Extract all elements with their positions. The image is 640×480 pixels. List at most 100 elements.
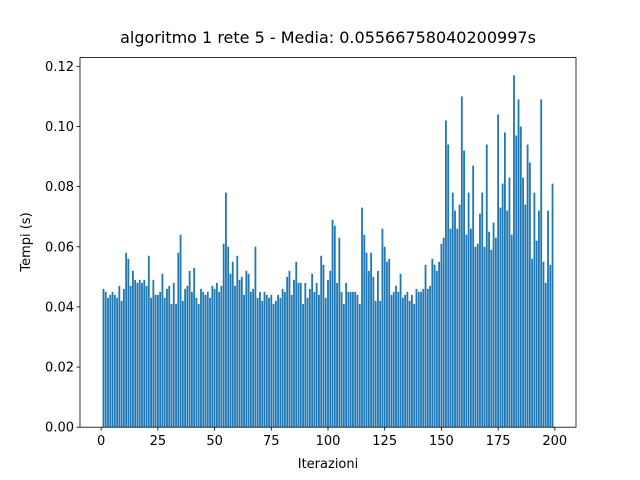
bar — [426, 288, 429, 428]
bar — [358, 303, 361, 428]
bar — [519, 126, 522, 428]
bar — [220, 285, 223, 428]
bar — [386, 261, 388, 428]
bar — [336, 282, 338, 428]
x-tick-label: 175 — [486, 434, 511, 449]
bar — [472, 165, 475, 428]
bar — [345, 282, 348, 428]
bar — [435, 270, 438, 428]
bar — [161, 273, 164, 428]
bar — [145, 285, 148, 428]
bar — [365, 252, 368, 428]
bar — [311, 273, 314, 428]
bar — [408, 300, 411, 428]
bar — [320, 255, 323, 428]
bar — [225, 192, 227, 428]
bar — [211, 285, 214, 428]
bar — [132, 270, 134, 428]
bar — [313, 291, 316, 428]
bar — [397, 291, 400, 428]
bar — [388, 258, 391, 428]
bar — [340, 291, 343, 428]
bar — [286, 276, 289, 428]
bar — [513, 75, 515, 428]
bar — [431, 258, 434, 428]
bar — [293, 279, 295, 428]
bar — [451, 192, 454, 428]
bar — [168, 285, 171, 428]
bar — [261, 300, 264, 428]
bar — [177, 252, 180, 428]
x-axis-label: Iterazioni — [298, 457, 358, 472]
bar — [327, 279, 329, 428]
x-tick-label: 0 — [97, 434, 105, 449]
bar — [535, 240, 538, 428]
bar — [231, 261, 234, 428]
bar — [424, 264, 427, 428]
bar — [213, 288, 216, 428]
bar — [254, 246, 257, 428]
bar — [175, 303, 177, 428]
bar — [458, 204, 461, 428]
bar — [245, 270, 248, 428]
bar — [118, 285, 121, 428]
bar — [188, 270, 191, 428]
bar — [433, 264, 436, 428]
bar — [460, 96, 463, 428]
bar — [551, 183, 554, 428]
bar — [376, 270, 379, 428]
y-tick-label: 0.02 — [45, 361, 74, 376]
bar — [374, 300, 377, 428]
bar — [308, 288, 311, 428]
bar — [528, 162, 531, 428]
bar — [111, 291, 114, 428]
bar — [107, 297, 109, 428]
bar — [102, 288, 105, 428]
bar — [379, 300, 382, 428]
bar — [109, 294, 112, 428]
bar — [504, 132, 506, 428]
y-tick-label: 0.06 — [45, 240, 74, 255]
bar — [501, 183, 504, 428]
bar — [270, 294, 273, 428]
bar — [508, 177, 511, 428]
bar — [290, 294, 293, 428]
bar — [510, 234, 513, 428]
bar — [372, 276, 375, 428]
bar — [318, 294, 320, 428]
chart-title: algoritmo 1 rete 5 - Media: 0.0556675804… — [120, 28, 536, 47]
bar — [127, 258, 130, 428]
bar — [406, 291, 409, 428]
bar — [392, 291, 395, 428]
bar — [429, 285, 431, 428]
bar — [440, 243, 443, 428]
bar — [281, 288, 284, 428]
bar — [272, 303, 275, 428]
bar — [547, 210, 549, 428]
x-tick-label: 125 — [372, 434, 397, 449]
bar — [229, 273, 232, 428]
bar — [120, 300, 123, 428]
bar — [469, 228, 472, 428]
bar — [152, 279, 155, 428]
bar — [125, 252, 128, 428]
bar — [454, 210, 456, 428]
bar — [256, 297, 259, 428]
bar — [413, 303, 416, 428]
bar — [215, 282, 218, 428]
bar — [295, 261, 298, 428]
bar — [417, 291, 420, 428]
bar — [154, 294, 157, 428]
bar — [522, 177, 524, 428]
bar — [274, 300, 277, 428]
bar — [401, 297, 404, 428]
bar — [533, 192, 536, 428]
y-tick-label: 0.10 — [45, 120, 74, 135]
bar — [549, 264, 552, 428]
bar — [476, 243, 479, 428]
y-tick-label: 0.08 — [45, 180, 74, 195]
bar — [467, 192, 470, 428]
bar — [531, 258, 534, 428]
bar — [159, 291, 162, 428]
bar — [438, 261, 441, 428]
